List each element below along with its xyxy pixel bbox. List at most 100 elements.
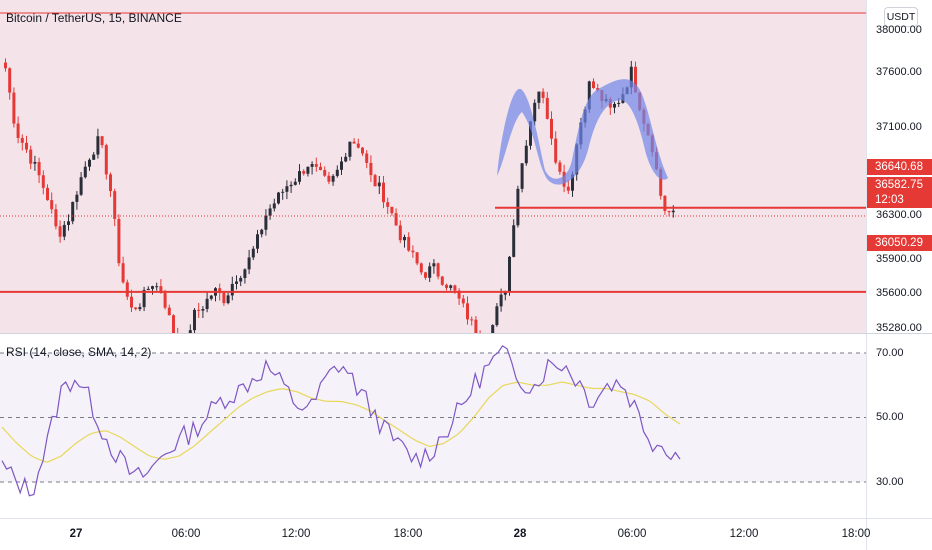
candle-body (314, 164, 318, 167)
time-axis-label: 06:00 (617, 528, 647, 540)
candle-body (134, 307, 138, 310)
candle-body (428, 266, 432, 278)
last-price-tag: 36582.75 (867, 177, 932, 193)
candle-body (671, 210, 675, 213)
price-chart-canvas[interactable] (0, 0, 866, 333)
time-axis-label: 28 (513, 528, 527, 540)
candle-body (344, 156, 348, 162)
candle-body (537, 91, 541, 103)
pane-divider[interactable] (0, 333, 932, 334)
rsi-pane[interactable] (0, 334, 866, 518)
candle-body (613, 103, 616, 108)
candle-body (634, 66, 637, 93)
candle-body (29, 149, 33, 164)
candle-body (495, 306, 499, 326)
price-tick-label: 37600.00 (876, 66, 922, 78)
rsi-axis[interactable] (866, 334, 932, 518)
candle-body (319, 166, 322, 171)
candle-body (461, 298, 465, 304)
candle-body (235, 281, 238, 284)
candle-body (37, 161, 41, 176)
candle-body (239, 278, 243, 282)
candle-body (67, 221, 70, 225)
candle-body (117, 218, 121, 264)
symbol-legend[interactable]: Bitcoin / TetherUS, 15, BINANCE (6, 11, 182, 25)
time-axis-label: 27 (69, 528, 83, 540)
candle-body (125, 282, 129, 297)
candle-body (348, 141, 352, 157)
price-tick-label: 35280.00 (876, 322, 922, 334)
candle-body (298, 171, 301, 182)
candle-body (419, 263, 423, 273)
candle-body (54, 209, 58, 227)
candle-body (4, 62, 7, 69)
candle-body (361, 147, 364, 154)
currency-button[interactable]: USDT (884, 7, 918, 27)
candle-body (285, 186, 289, 192)
price-tick-label: 36300.00 (876, 209, 922, 221)
resistance-price-tag: 36640.68 (867, 159, 932, 175)
candle-body (113, 191, 117, 219)
candle-body (617, 102, 621, 104)
candle-body (272, 203, 276, 209)
candle-body (218, 288, 222, 294)
candle-body (411, 250, 415, 253)
price-chart-pane[interactable] (0, 0, 866, 333)
rsi-legend[interactable]: RSI (14, close, SMA, 14, 2) (6, 345, 152, 359)
candle-body (331, 175, 335, 182)
candle-body (440, 276, 444, 285)
candle-body (524, 145, 528, 164)
candle-body (629, 66, 633, 88)
candle-body (58, 226, 62, 237)
candle-body (138, 307, 142, 310)
candle-body (209, 295, 213, 299)
rsi-tick-70: 70.00 (876, 347, 904, 359)
candle-body (474, 319, 478, 333)
candle-body (335, 169, 339, 176)
candle-body (251, 248, 255, 258)
rsi-tick-50: 50.00 (876, 411, 904, 423)
candle-body (247, 257, 251, 270)
candle-body (386, 202, 390, 207)
candle-body (310, 164, 314, 167)
candle-body (352, 141, 356, 144)
candle-body (289, 184, 293, 187)
candle-body (155, 286, 159, 288)
candle-body (172, 315, 175, 333)
candle-body (256, 234, 259, 249)
price-tick-label: 35600.00 (876, 287, 922, 299)
candle-body (365, 153, 369, 163)
rsi-canvas[interactable] (0, 334, 866, 518)
candle-body (197, 309, 201, 311)
candle-body (424, 272, 427, 278)
candle-body (415, 252, 419, 264)
candle-body (558, 162, 562, 172)
candle-body (541, 91, 545, 98)
candle-body (470, 319, 474, 321)
candle-body (449, 285, 453, 288)
candle-body (96, 136, 100, 155)
candle-body (193, 309, 196, 331)
candle-body (545, 97, 549, 119)
candle-body (373, 175, 377, 187)
candle-body (41, 175, 45, 188)
candle-body (151, 286, 154, 289)
time-axis[interactable] (0, 518, 866, 550)
candle-body (25, 142, 28, 150)
price-tick-label: 35900.00 (876, 253, 922, 265)
candle-body (596, 88, 600, 91)
candle-body (659, 169, 663, 196)
candle-body (264, 215, 268, 230)
candle-body (33, 161, 37, 164)
candle-body (340, 161, 343, 170)
candle-body (377, 182, 381, 187)
candle-body (142, 289, 146, 308)
candle-body (104, 145, 108, 175)
countdown-tag: 12:03 (867, 192, 932, 208)
rsi-line (1, 345, 681, 497)
candle-body (663, 195, 667, 211)
candle-body (520, 163, 524, 189)
candle-body (356, 143, 360, 148)
candle-body (394, 213, 398, 226)
time-axis-label: 18:00 (393, 528, 423, 540)
